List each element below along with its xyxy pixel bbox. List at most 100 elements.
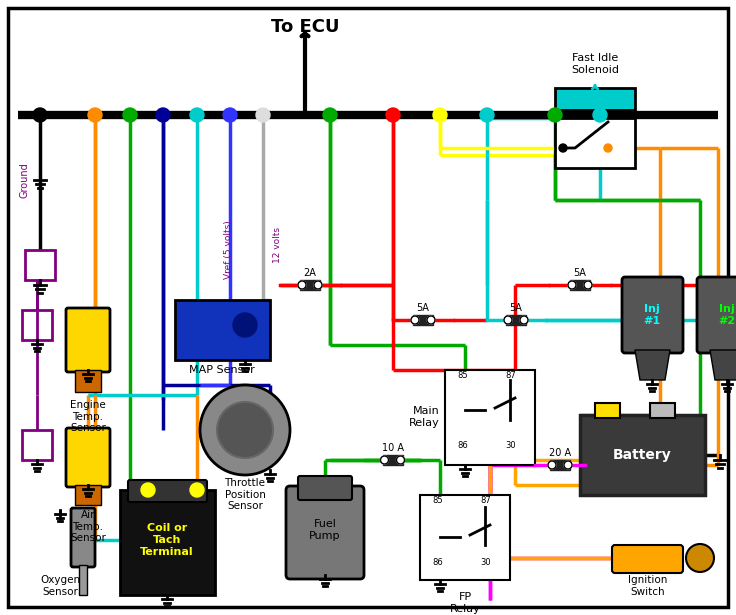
Text: Fast Idle
Solenoid: Fast Idle Solenoid xyxy=(571,54,619,75)
Circle shape xyxy=(298,281,306,289)
FancyBboxPatch shape xyxy=(286,486,364,579)
Circle shape xyxy=(200,385,290,475)
Circle shape xyxy=(504,316,512,324)
Bar xyxy=(420,495,510,580)
Bar xyxy=(413,315,433,325)
Circle shape xyxy=(314,281,322,289)
Circle shape xyxy=(381,456,389,464)
Bar xyxy=(445,370,535,465)
Circle shape xyxy=(559,144,567,152)
Circle shape xyxy=(314,281,322,289)
Circle shape xyxy=(584,281,592,289)
Circle shape xyxy=(323,108,337,122)
Circle shape xyxy=(564,461,572,469)
Circle shape xyxy=(397,456,405,464)
Text: 12 volts: 12 volts xyxy=(274,227,283,263)
Text: 85: 85 xyxy=(457,371,467,380)
Text: Air
Temp.
Sensor: Air Temp. Sensor xyxy=(70,510,106,543)
Bar xyxy=(550,460,570,470)
Bar xyxy=(75,370,101,392)
Text: Engine
Temp.
Sensor: Engine Temp. Sensor xyxy=(70,400,106,433)
Text: 10 A: 10 A xyxy=(381,443,403,453)
Circle shape xyxy=(217,402,273,458)
Bar xyxy=(25,250,55,280)
Circle shape xyxy=(427,316,435,324)
Circle shape xyxy=(233,313,257,337)
Polygon shape xyxy=(635,350,670,380)
Text: 30: 30 xyxy=(505,441,516,450)
Text: Inj
#2: Inj #2 xyxy=(718,304,735,326)
Circle shape xyxy=(141,483,155,497)
Bar xyxy=(555,88,635,110)
Circle shape xyxy=(223,108,237,122)
FancyBboxPatch shape xyxy=(298,476,352,500)
Circle shape xyxy=(381,456,389,464)
Bar xyxy=(120,490,215,595)
Bar xyxy=(175,300,270,360)
Bar xyxy=(650,403,675,418)
Circle shape xyxy=(411,316,419,324)
Circle shape xyxy=(480,108,494,122)
Text: Throttle
Position
Sensor: Throttle Position Sensor xyxy=(224,478,266,511)
Circle shape xyxy=(520,316,528,324)
Bar xyxy=(300,280,320,290)
FancyBboxPatch shape xyxy=(622,277,683,353)
Circle shape xyxy=(686,544,714,572)
Polygon shape xyxy=(710,350,736,380)
Text: MAP Sensor: MAP Sensor xyxy=(189,365,255,375)
Circle shape xyxy=(568,281,576,289)
Text: To ECU: To ECU xyxy=(271,18,339,36)
Bar xyxy=(580,415,705,495)
Circle shape xyxy=(504,316,512,324)
Circle shape xyxy=(411,316,419,324)
Circle shape xyxy=(564,461,572,469)
FancyBboxPatch shape xyxy=(128,480,207,502)
Text: 87: 87 xyxy=(480,496,491,505)
Bar xyxy=(555,118,635,168)
FancyBboxPatch shape xyxy=(66,428,110,487)
Circle shape xyxy=(190,483,204,497)
FancyBboxPatch shape xyxy=(612,545,683,573)
Text: Ignition
Switch: Ignition Switch xyxy=(629,575,668,597)
Bar xyxy=(22,310,52,340)
Text: Ground: Ground xyxy=(20,162,30,198)
Text: 87: 87 xyxy=(505,371,516,380)
Circle shape xyxy=(256,108,270,122)
Text: 5A: 5A xyxy=(573,268,587,278)
Text: 20 A: 20 A xyxy=(549,448,571,458)
FancyBboxPatch shape xyxy=(71,508,95,567)
Circle shape xyxy=(604,144,612,152)
Circle shape xyxy=(520,316,528,324)
Bar xyxy=(383,455,403,465)
Text: 85: 85 xyxy=(432,496,442,505)
Text: Vref (5 volts): Vref (5 volts) xyxy=(224,221,233,279)
Text: Oxygen
Sensor: Oxygen Sensor xyxy=(40,575,80,597)
Text: Coil or
Tach
Terminal: Coil or Tach Terminal xyxy=(140,523,194,557)
Text: 5A: 5A xyxy=(417,303,429,313)
Circle shape xyxy=(33,108,47,122)
Circle shape xyxy=(548,108,562,122)
Text: FP
Relay: FP Relay xyxy=(450,592,481,614)
Text: Battery: Battery xyxy=(612,448,671,462)
FancyBboxPatch shape xyxy=(697,277,736,353)
Text: 86: 86 xyxy=(432,558,443,567)
Circle shape xyxy=(433,108,447,122)
Text: 86: 86 xyxy=(457,441,468,450)
Text: Main
Relay: Main Relay xyxy=(409,406,440,428)
FancyBboxPatch shape xyxy=(66,308,110,372)
Circle shape xyxy=(593,108,607,122)
Circle shape xyxy=(386,108,400,122)
Bar xyxy=(595,403,620,418)
Bar xyxy=(75,485,101,505)
Text: 2A: 2A xyxy=(303,268,316,278)
Circle shape xyxy=(568,281,576,289)
Circle shape xyxy=(156,108,170,122)
Bar xyxy=(506,315,526,325)
Text: 30: 30 xyxy=(480,558,491,567)
Circle shape xyxy=(584,281,592,289)
Bar xyxy=(570,280,590,290)
Bar xyxy=(79,565,87,595)
Circle shape xyxy=(427,316,435,324)
Bar xyxy=(22,430,52,460)
Text: 5A: 5A xyxy=(509,303,523,313)
